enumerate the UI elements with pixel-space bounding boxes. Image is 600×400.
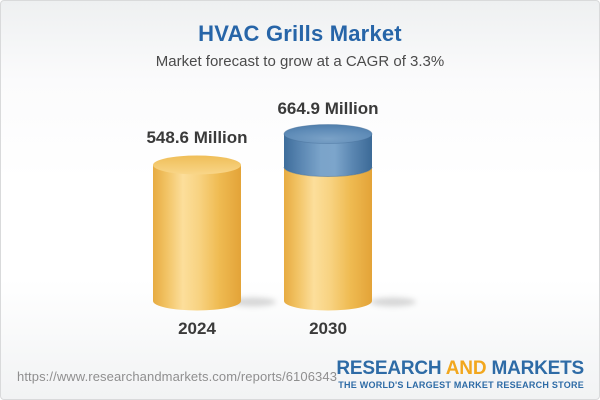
bar-2030-body <box>284 167 372 311</box>
bar-2030-segment-edge <box>283 166 373 177</box>
source-url-text: https://www.researchandmarkets.com/repor… <box>17 369 338 384</box>
page-title: HVAC Grills Market <box>198 21 402 46</box>
logo-wordmark: RESEARCH AND MARKETS <box>336 359 584 378</box>
logo-word-research: RESEARCH <box>336 358 442 379</box>
research-and-markets-logo: RESEARCH AND MARKETS THE WORLD'S LARGEST… <box>336 359 584 390</box>
bar-2030-top-cap <box>283 124 373 144</box>
bar-2030-shadow <box>370 297 416 307</box>
logo-word-and: AND <box>445 358 487 379</box>
bar-2030-growth-segment <box>284 134 372 177</box>
value-label-2030: 664.9 Million <box>277 99 379 118</box>
bar-2024-cylinder <box>153 155 241 311</box>
page-subtitle: Market forecast to grow at a CAGR of 3.3… <box>155 53 445 70</box>
category-label-2024: 2024 <box>178 319 216 338</box>
value-label-2024: 548.6 Million <box>146 128 248 147</box>
bar-2030-cylinder <box>283 124 373 311</box>
bar-2024-body <box>153 165 241 311</box>
category-label-2030: 2030 <box>309 319 347 338</box>
bar-2024-shadow <box>230 297 276 307</box>
logo-word-markets: MARKETS <box>491 358 584 379</box>
logo-tagline: THE WORLD'S LARGEST MARKET RESEARCH STOR… <box>338 380 584 390</box>
bar-2024-top-cap <box>153 155 241 175</box>
